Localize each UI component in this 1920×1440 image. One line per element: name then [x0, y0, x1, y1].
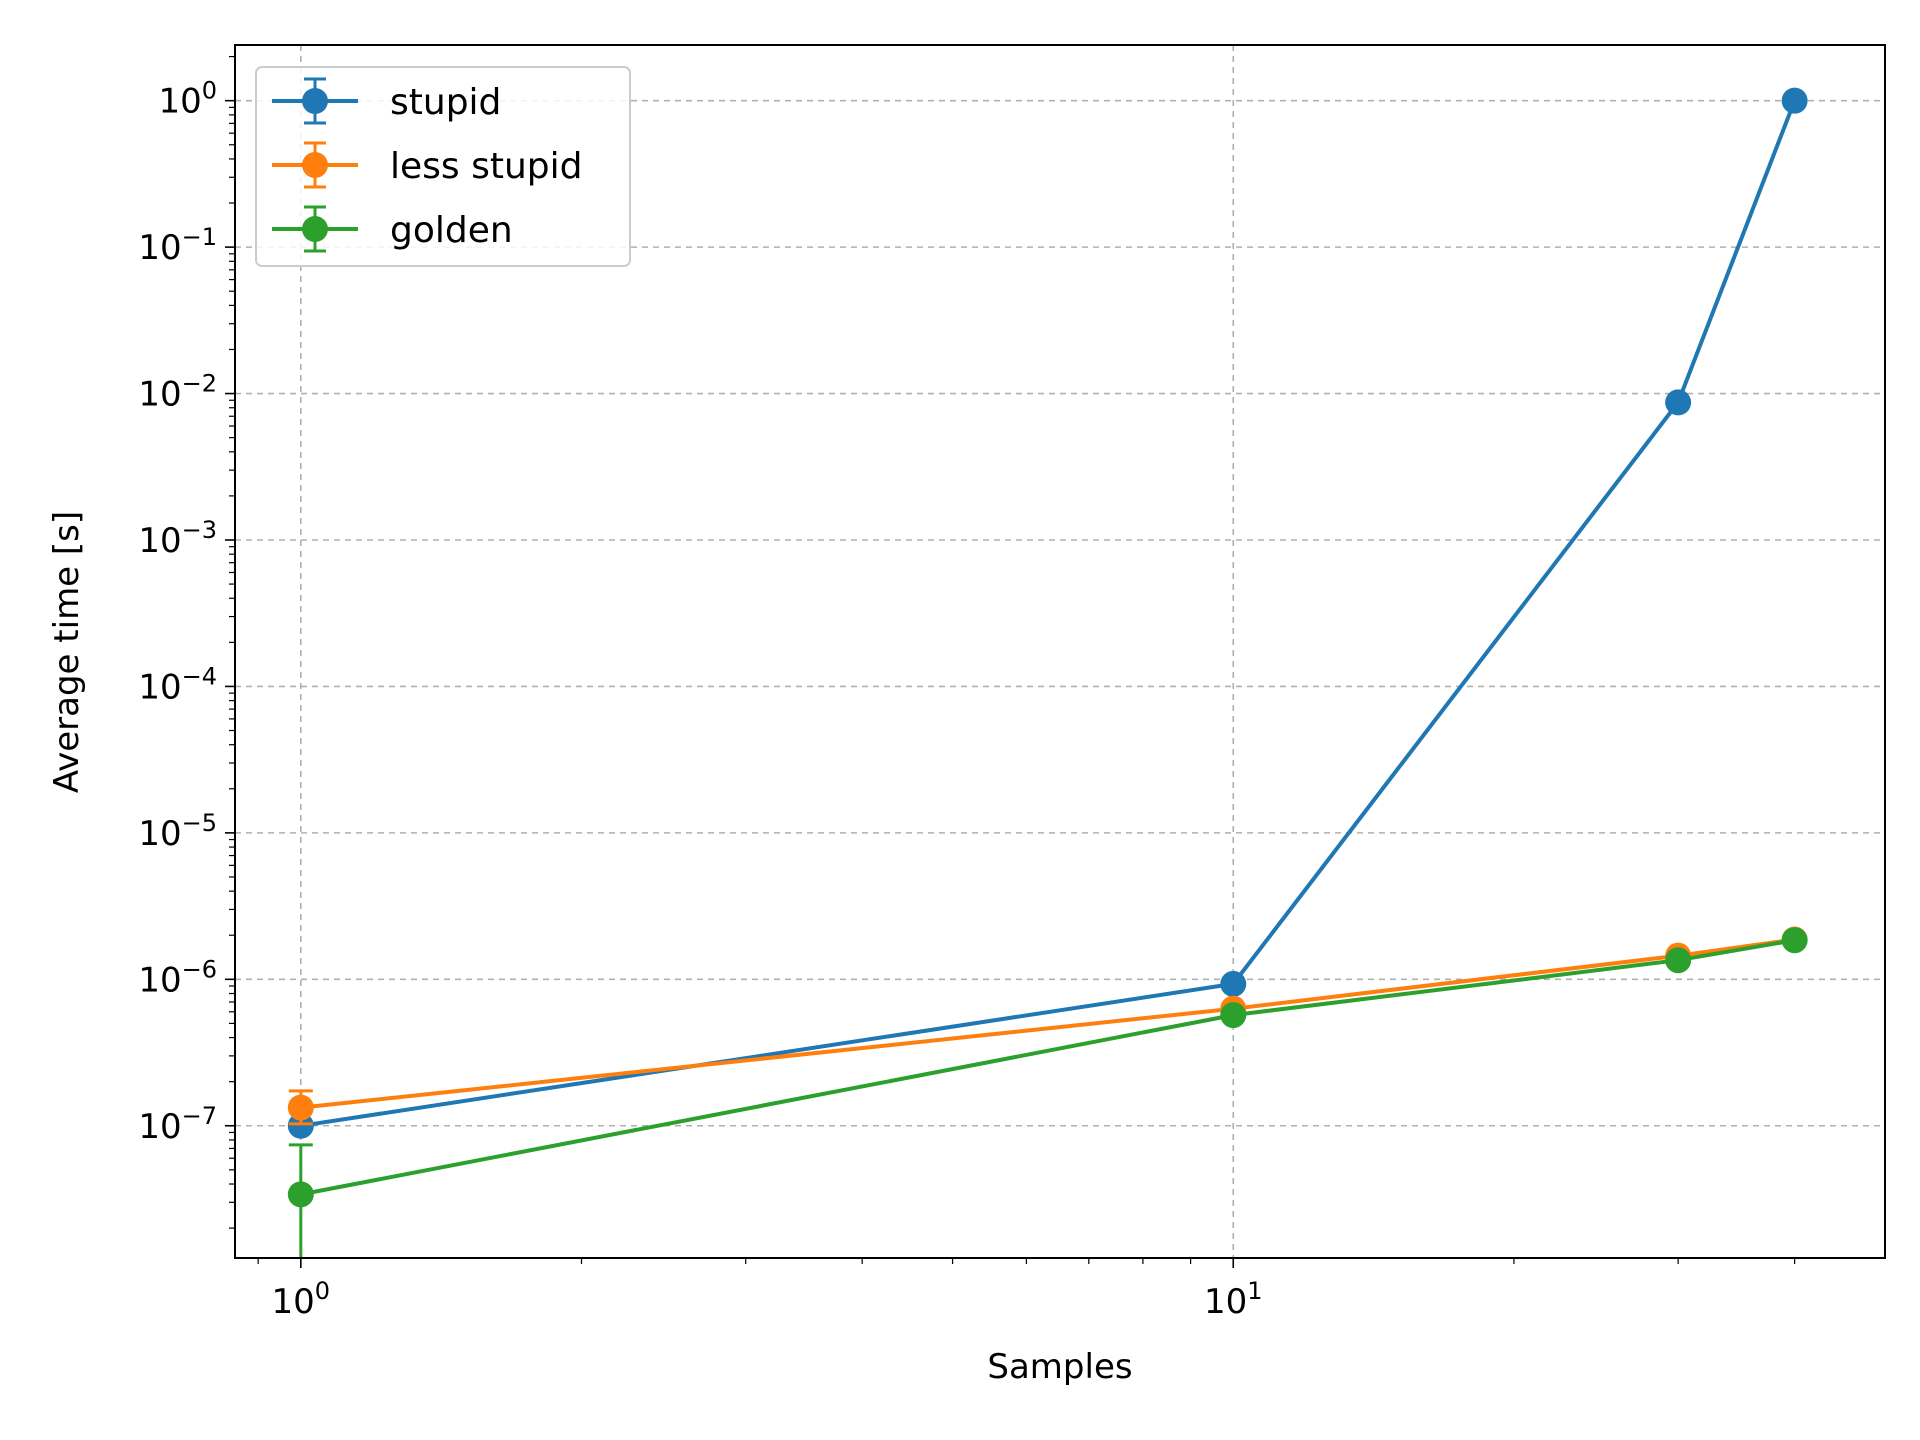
y-axis-ticks: 10−7 10−6 10−5 10−4 10−3 10−2 10−1 100: [138, 77, 235, 1147]
legend-marker-stupid: [302, 88, 328, 114]
y-axis-label: Average time [s]: [47, 511, 87, 793]
data-point-golden: [1665, 947, 1692, 974]
data-point-stupid: [1665, 389, 1692, 416]
data-point-golden: [1220, 1002, 1247, 1029]
series-line-stupid: [300, 99, 1797, 1128]
series-line-less-stupid: [300, 937, 1795, 1110]
series-golden: [287, 927, 1808, 1258]
data-point-stupid: [1220, 970, 1247, 997]
legend-entry-stupid: stupid: [272, 77, 501, 125]
data-point-golden: [1781, 927, 1808, 954]
y-tick-label: 10−1: [138, 223, 217, 268]
legend-label-stupid: stupid: [390, 82, 501, 123]
series-layer: [287, 87, 1808, 1258]
legend-label-less-stupid: less stupid: [390, 146, 583, 187]
series-line-golden: [300, 938, 1795, 1197]
y-tick-label: 10−6: [138, 955, 217, 1000]
legend-entry-less-stupid: less stupid: [272, 141, 583, 189]
y-tick-label: 10−7: [138, 1102, 217, 1147]
data-point-stupid: [287, 1112, 314, 1139]
x-tick-label: 101: [1204, 1277, 1263, 1322]
legend: stupid less stupid golden: [255, 66, 631, 267]
legend-label-golden: golden: [390, 210, 513, 251]
data-point-less-stupid: [287, 1094, 314, 1121]
data-point-golden: [287, 1181, 314, 1208]
y-tick-label: 10−2: [138, 370, 217, 415]
legend-marker-less-stupid: [302, 152, 328, 178]
plot-frame: [234, 44, 1886, 1259]
legend-marker-golden: [302, 216, 328, 242]
y-tick-label: 10−3: [138, 516, 217, 561]
legend-entry-golden: golden: [272, 205, 513, 253]
legend-box: [255, 66, 631, 267]
x-tick-label: 100: [272, 1277, 331, 1322]
y-tick-label: 10−4: [138, 662, 217, 707]
x-axis-ticks: 100 101: [272, 1258, 1263, 1322]
y-tick-label: 100: [158, 77, 217, 122]
y-tick-label: 10−5: [138, 809, 217, 854]
data-point-stupid: [1781, 87, 1808, 114]
x-axis-label: Samples: [987, 1347, 1132, 1387]
series-stupid: [287, 87, 1808, 1139]
